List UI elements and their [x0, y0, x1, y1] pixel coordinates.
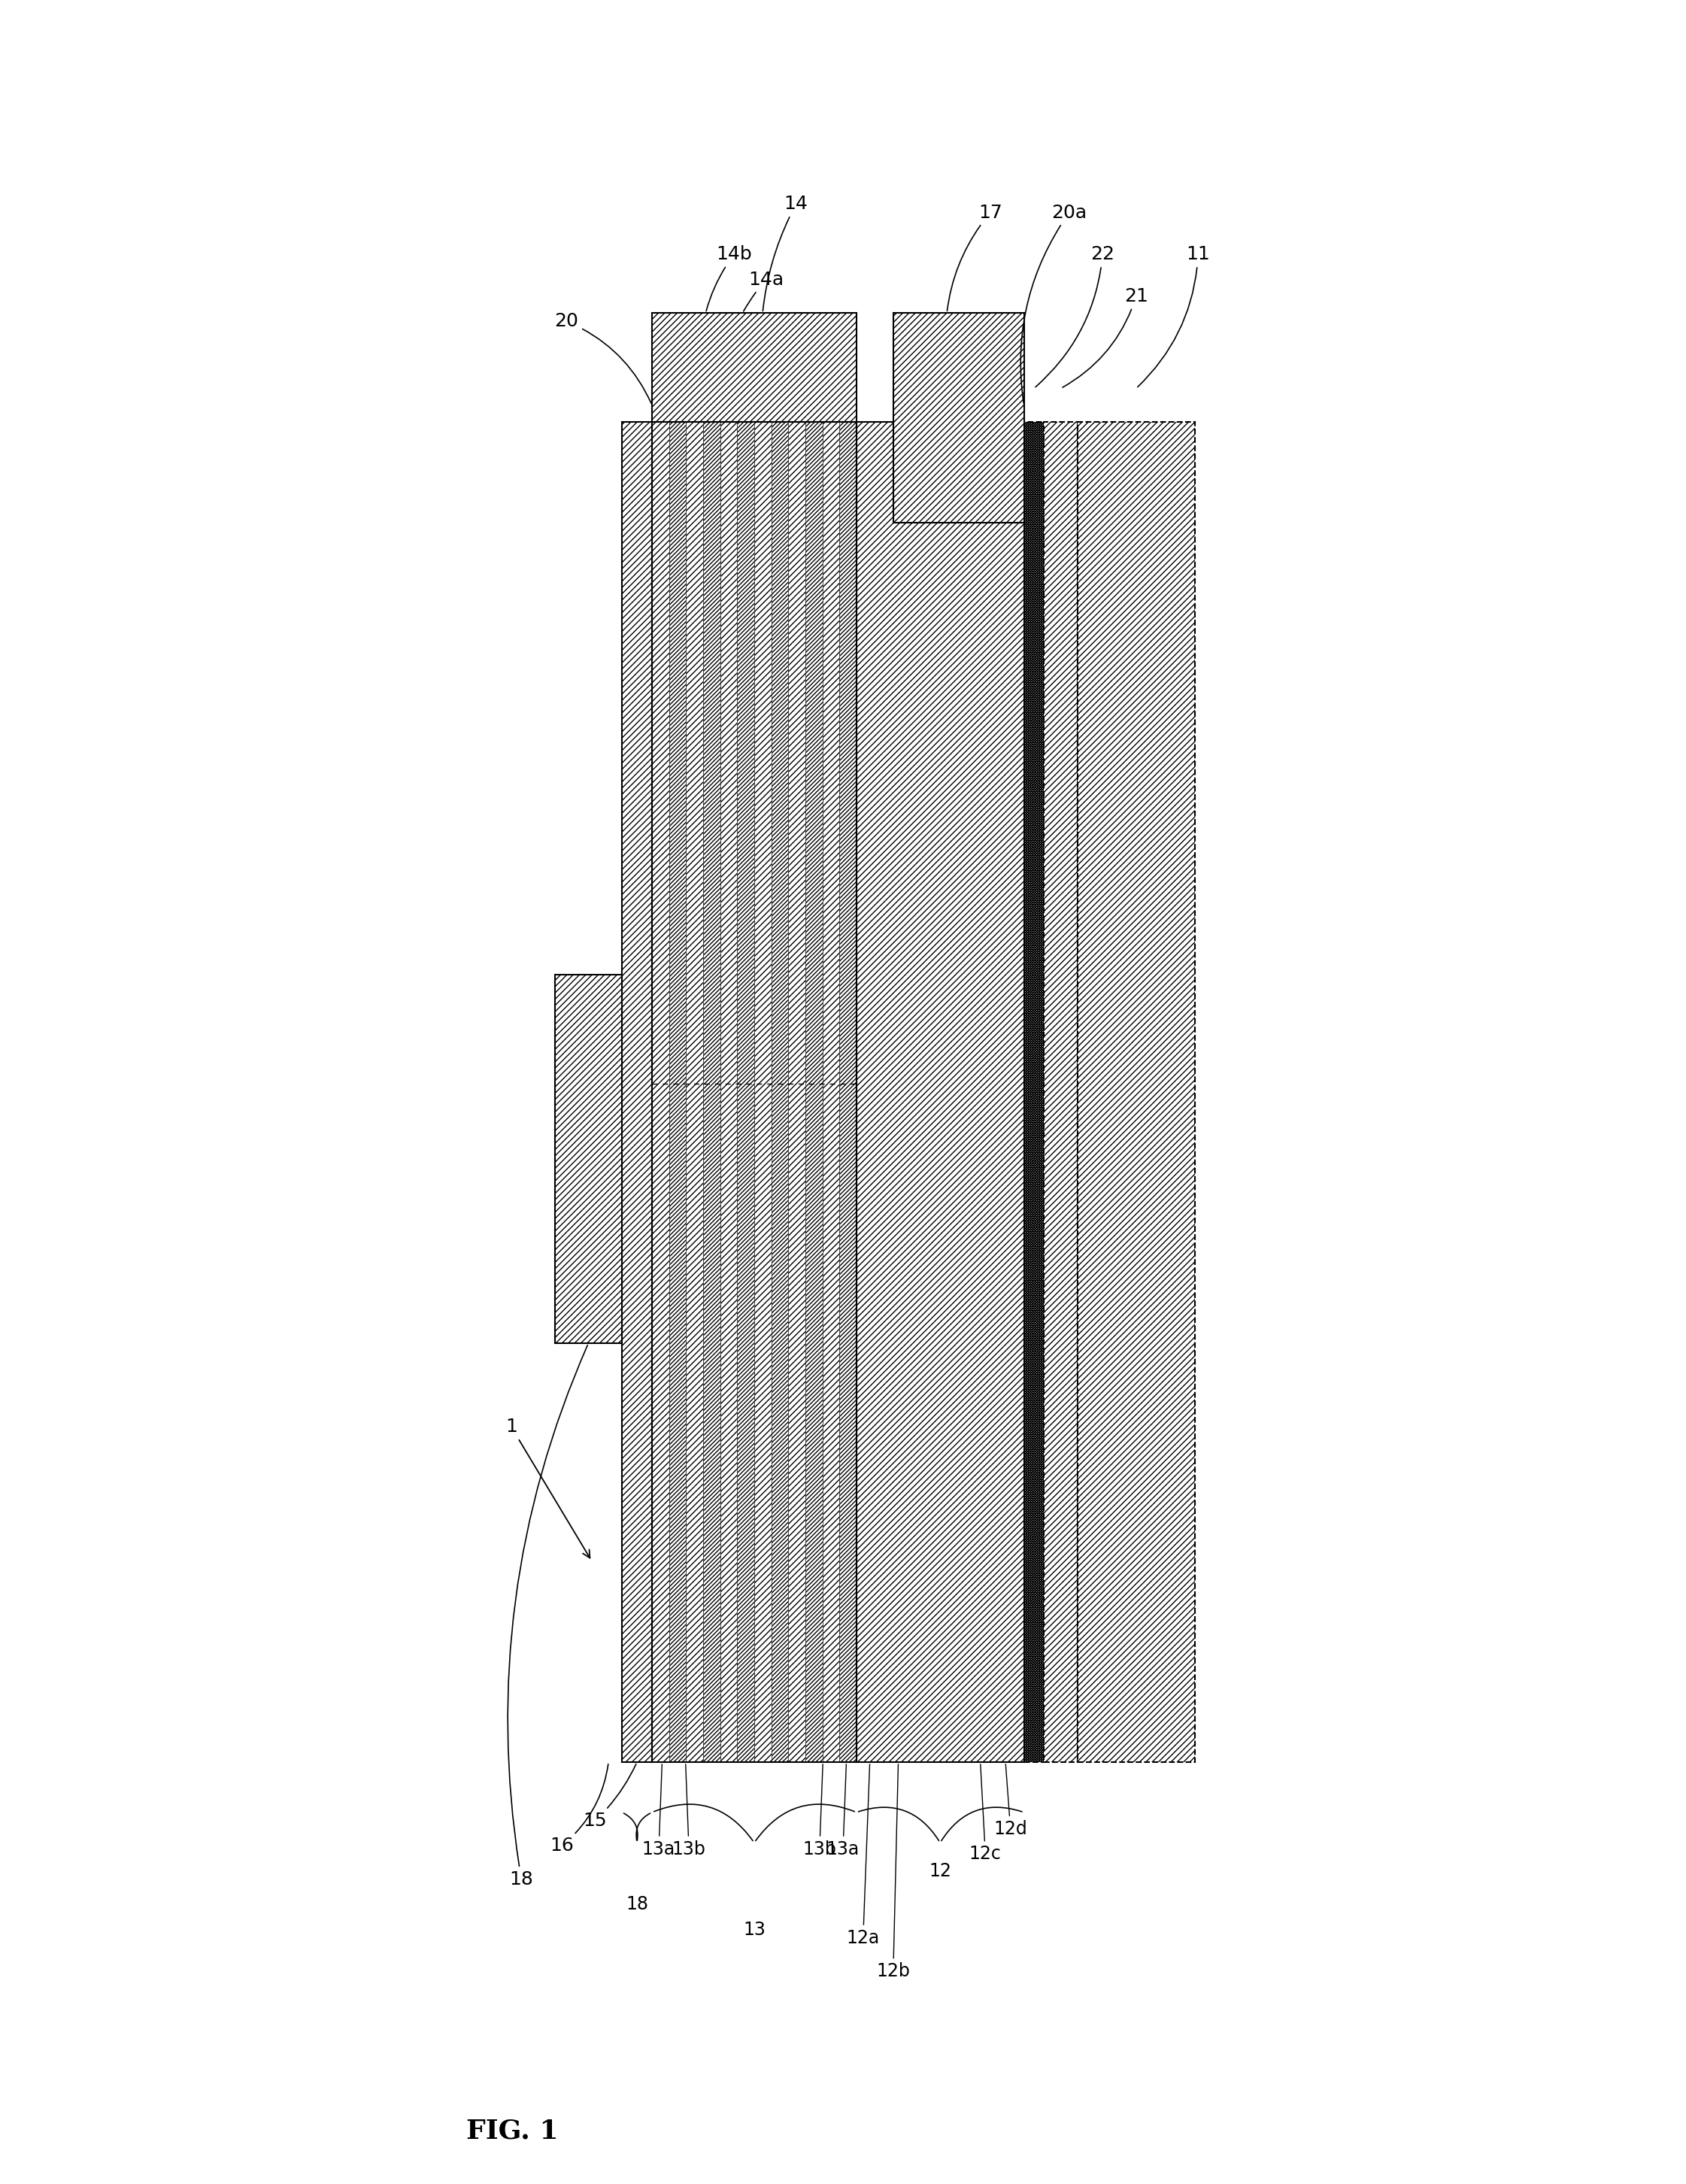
Bar [555, 974, 622, 1343]
Text: 12: 12 [929, 1863, 951, 1880]
Text: 12a: 12a [846, 1765, 880, 1946]
Bar [840, 422, 856, 1762]
Bar [686, 422, 703, 1762]
Text: 17: 17 [948, 203, 1003, 310]
Text: 21: 21 [1062, 288, 1148, 387]
Text: FIG. 1: FIG. 1 [465, 2118, 558, 2143]
Text: 18: 18 [507, 1345, 587, 1889]
Text: 1: 1 [506, 1417, 590, 1557]
Bar [806, 422, 823, 1762]
Text: 16: 16 [550, 1765, 609, 1854]
Bar [771, 422, 789, 1762]
Text: 13a: 13a [826, 1765, 860, 1859]
Bar [669, 422, 686, 1762]
Text: 14b: 14b [706, 245, 752, 310]
Bar [1044, 422, 1077, 1762]
Bar [789, 422, 806, 1762]
Bar [1077, 422, 1195, 1762]
Text: 14: 14 [762, 194, 808, 310]
Bar [652, 422, 669, 1762]
Text: 14a: 14a [744, 271, 784, 312]
Text: 20: 20 [555, 312, 651, 404]
Bar [894, 312, 1023, 522]
Text: 12b: 12b [877, 1765, 910, 1981]
Text: 13: 13 [744, 1920, 765, 1939]
Bar [652, 312, 856, 422]
Text: 20a: 20a [1020, 203, 1087, 404]
Bar [703, 422, 720, 1762]
Text: 12c: 12c [969, 1765, 1001, 1863]
Bar [856, 422, 1023, 1762]
Text: 11: 11 [1138, 245, 1211, 387]
Bar [622, 422, 652, 1762]
Text: 13a: 13a [642, 1765, 676, 1859]
Text: 15: 15 [583, 1765, 636, 1830]
Bar [1023, 422, 1044, 1762]
Text: 18: 18 [626, 1896, 647, 1913]
Bar [737, 422, 754, 1762]
Bar [652, 422, 856, 1762]
Bar [720, 422, 737, 1762]
Text: 22: 22 [1035, 245, 1114, 387]
Text: 12d: 12d [993, 1765, 1027, 1839]
Text: 13b: 13b [803, 1765, 836, 1859]
Text: 13b: 13b [673, 1765, 706, 1859]
Bar [823, 422, 840, 1762]
Bar [754, 422, 771, 1762]
